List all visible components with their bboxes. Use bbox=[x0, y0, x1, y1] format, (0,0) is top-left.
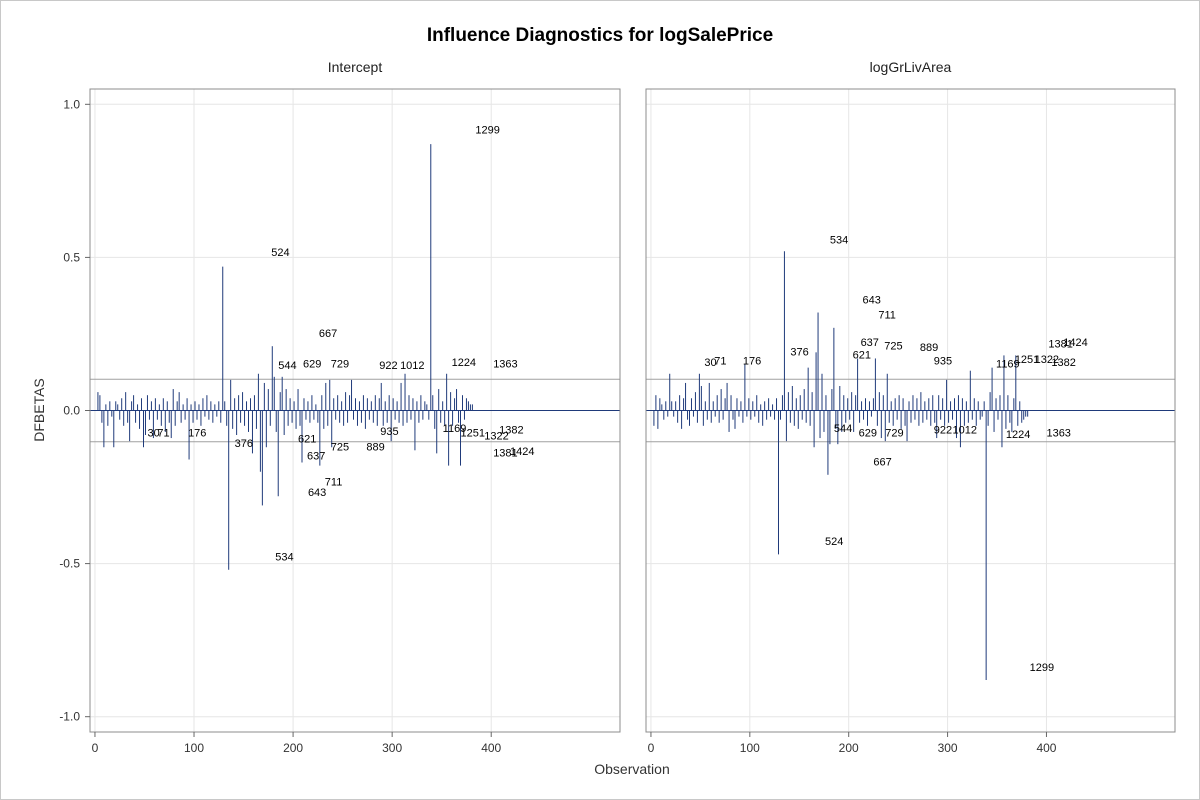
x-tick-label: 200 bbox=[839, 741, 859, 755]
point-label-935: 935 bbox=[934, 356, 952, 368]
panel-frame bbox=[645, 88, 1176, 733]
y-tick-label: 0.5 bbox=[63, 250, 80, 264]
point-label-667: 667 bbox=[319, 328, 337, 340]
point-label-71: 71 bbox=[157, 428, 169, 440]
point-label-729: 729 bbox=[885, 428, 903, 440]
panel-title: logGrLivArea bbox=[870, 59, 952, 75]
point-label-711: 711 bbox=[878, 310, 896, 322]
chart-title: Influence Diagnostics for logSalePrice bbox=[427, 25, 773, 46]
point-label-629: 629 bbox=[303, 359, 321, 371]
point-label-889: 889 bbox=[366, 441, 384, 453]
point-label-534: 534 bbox=[830, 235, 848, 247]
y-tick-label: 1.0 bbox=[63, 97, 80, 111]
point-label-643: 643 bbox=[863, 294, 881, 306]
point-label-1363: 1363 bbox=[1046, 428, 1070, 440]
x-tick-label: 400 bbox=[481, 741, 501, 755]
point-label-922: 922 bbox=[934, 424, 952, 436]
needle-series bbox=[97, 144, 473, 570]
point-label-176: 176 bbox=[743, 356, 761, 368]
point-label-1363: 1363 bbox=[493, 359, 517, 371]
point-label-1299: 1299 bbox=[475, 124, 499, 136]
panel-1: Intercept 1299 524 667 544 629 729 922 1012 1224 1… bbox=[59, 59, 621, 755]
x-tick-label: 200 bbox=[283, 741, 303, 755]
point-label-889: 889 bbox=[920, 342, 938, 354]
point-label-1322: 1322 bbox=[484, 431, 508, 443]
point-label-729: 729 bbox=[331, 359, 349, 371]
point-label-524: 524 bbox=[825, 536, 843, 548]
y-axis-label: DFBETAS bbox=[31, 378, 47, 442]
needle-series bbox=[653, 251, 1029, 680]
point-label-1382: 1382 bbox=[499, 424, 523, 436]
point-label-376: 376 bbox=[235, 438, 253, 450]
point-label-725: 725 bbox=[884, 340, 902, 352]
x-tick-label: 0 bbox=[92, 741, 99, 755]
point-label-1251: 1251 bbox=[1015, 354, 1039, 366]
x-tick-label: 400 bbox=[1036, 741, 1056, 755]
point-label-544: 544 bbox=[278, 360, 296, 372]
point-label-1424: 1424 bbox=[1063, 337, 1087, 349]
point-label-30: 30 bbox=[147, 428, 159, 440]
point-label-922: 922 bbox=[379, 360, 397, 372]
point-label-643: 643 bbox=[308, 487, 326, 499]
point-label-637: 637 bbox=[307, 450, 325, 462]
point-label-524: 524 bbox=[271, 247, 289, 259]
point-label-637: 637 bbox=[861, 337, 879, 349]
point-label-176: 176 bbox=[188, 428, 206, 440]
point-label-1381: 1381 bbox=[493, 447, 517, 459]
point-label-629: 629 bbox=[859, 428, 877, 440]
point-label-1012: 1012 bbox=[953, 424, 977, 436]
point-label-1322: 1322 bbox=[1035, 354, 1059, 366]
point-label-935: 935 bbox=[380, 426, 398, 438]
point-label-1424: 1424 bbox=[510, 446, 534, 458]
point-label-725: 725 bbox=[331, 441, 349, 453]
point-label-376: 376 bbox=[790, 346, 808, 358]
point-label-544: 544 bbox=[834, 423, 852, 435]
y-tick-label: -0.5 bbox=[59, 557, 80, 571]
point-label-30: 30 bbox=[704, 357, 716, 369]
x-tick-label: 0 bbox=[648, 741, 655, 755]
point-label-1299: 1299 bbox=[1030, 662, 1054, 674]
x-tick-label: 100 bbox=[740, 741, 760, 755]
x-tick-label: 100 bbox=[184, 741, 204, 755]
point-label-71: 71 bbox=[714, 356, 726, 368]
point-label-621: 621 bbox=[853, 349, 871, 361]
point-label-1169: 1169 bbox=[996, 359, 1020, 371]
y-tick-label: 0.0 bbox=[63, 404, 80, 418]
y-tick-label: -1.0 bbox=[59, 710, 80, 724]
point-label-1382: 1382 bbox=[1051, 357, 1075, 369]
point-label-1012: 1012 bbox=[400, 360, 424, 372]
point-label-1224: 1224 bbox=[452, 357, 476, 369]
panel-title: Intercept bbox=[328, 59, 383, 75]
point-label-1224: 1224 bbox=[1006, 429, 1030, 441]
point-label-667: 667 bbox=[873, 457, 891, 469]
point-label-1251: 1251 bbox=[461, 428, 485, 440]
panel-2: logGrLivArea 534 643 711 637 725 376 621 889 935 3… bbox=[645, 59, 1176, 755]
point-label-1381: 1381 bbox=[1048, 339, 1072, 351]
x-tick-label: 300 bbox=[938, 741, 958, 755]
point-label-1169: 1169 bbox=[443, 423, 467, 435]
x-axis-label: Observation bbox=[594, 761, 669, 777]
point-label-534: 534 bbox=[275, 552, 293, 564]
point-label-621: 621 bbox=[298, 434, 316, 446]
x-tick-label: 300 bbox=[382, 741, 402, 755]
point-label-711: 711 bbox=[325, 477, 343, 489]
